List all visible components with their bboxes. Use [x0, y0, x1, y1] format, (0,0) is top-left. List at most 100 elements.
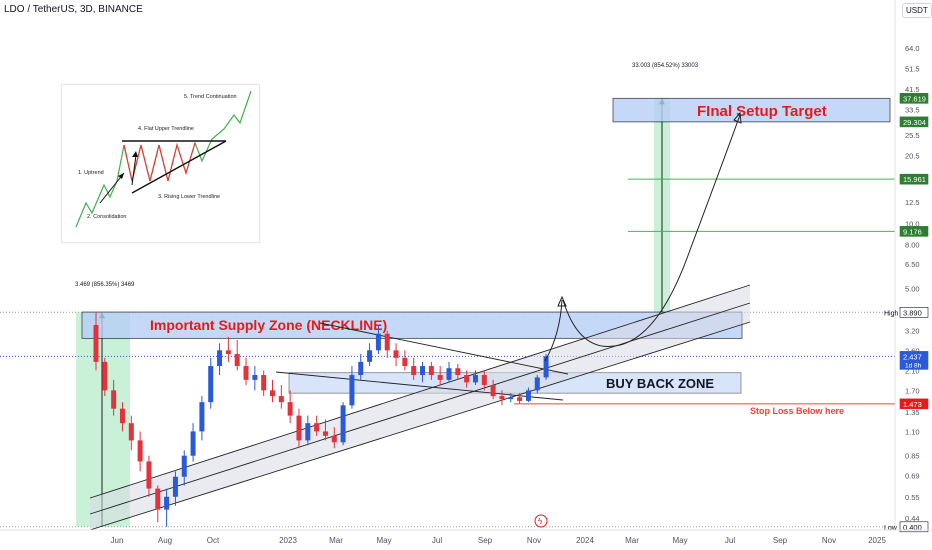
candle-body — [261, 375, 267, 391]
supply-zone-label: Important Supply Zone (NECKLINE) — [150, 317, 387, 333]
event-icon — [534, 514, 548, 528]
price-axis-bg — [895, 0, 932, 530]
candle-body — [119, 408, 125, 424]
time-tick: 2023 — [279, 536, 297, 545]
candle-body — [464, 375, 470, 383]
time-tick: Sep — [478, 536, 493, 545]
price-tick: 5.00 — [905, 285, 920, 294]
inset-label-uptrend: 1. Uptrend — [78, 170, 104, 176]
time-tick: Jul — [725, 536, 735, 545]
target-zone-label: FInal Setup Target — [697, 103, 827, 120]
lower-trendline — [275, 371, 564, 401]
price-label-box — [899, 306, 929, 318]
stop-loss-label: Stop Loss Below here — [750, 406, 844, 416]
candle-body — [278, 396, 284, 403]
price-tick: 51.5 — [905, 65, 920, 74]
inset-label-consolidation: 2. Consolidation — [87, 214, 126, 220]
time-tick: Mar — [329, 536, 343, 545]
candle-body — [172, 476, 178, 497]
candle-body — [287, 402, 293, 416]
candle-body — [225, 350, 231, 354]
candle-body — [428, 366, 434, 376]
event-icon-glyph: ϟ — [538, 517, 543, 526]
price-label-box — [899, 521, 929, 533]
candle-body — [481, 375, 487, 385]
price-label-box — [899, 226, 929, 237]
inset-label-trend-continuation: 5. Trend Continuation — [184, 94, 237, 100]
price-tick: 10.0 — [905, 219, 920, 228]
time-tick: 2024 — [576, 536, 594, 545]
price-label: 0.400 — [903, 523, 922, 532]
price-side-label: Low — [884, 525, 898, 532]
time-tick: Nov — [527, 536, 541, 545]
candle-body — [137, 440, 143, 462]
price-tick: 1.35 — [905, 408, 920, 417]
currency-badge[interactable]: USDT — [902, 3, 932, 18]
price-tick: 0.55 — [905, 493, 920, 502]
candle-body — [111, 390, 117, 409]
price-tick: 2.60 — [905, 346, 920, 355]
price-label-sub: 1d 8h — [905, 362, 922, 369]
candle-body — [455, 368, 461, 376]
price-tick: 12.5 — [905, 198, 920, 207]
candle-body — [420, 366, 426, 376]
price-tick: 0.85 — [905, 452, 920, 461]
price-label-box — [899, 398, 929, 410]
price-tick: 0.44 — [905, 514, 920, 523]
time-tick: Aug — [158, 536, 172, 545]
time-tick: Jul — [432, 536, 442, 545]
measure-label-left: 3.469 (856.35%) 3469 — [75, 282, 135, 288]
candle-body — [393, 350, 399, 358]
time-tick: Oct — [207, 536, 220, 545]
candle-body — [525, 390, 531, 401]
price-label-box — [899, 93, 929, 104]
channel-fill — [90, 285, 750, 530]
price-tick: 3.20 — [905, 327, 920, 336]
symbol-title[interactable]: LDO / TetherUS, 3D, BINANCE — [4, 4, 143, 15]
price-tick: 6.50 — [905, 260, 920, 269]
projection-arrowhead-2 — [733, 111, 742, 124]
pattern-inset-image: 5. Trend Continuation 4. Flat Upper Tren… — [61, 84, 260, 243]
candle-body — [411, 366, 417, 376]
candle-body — [543, 356, 549, 378]
price-label: 37.619 — [903, 94, 926, 103]
price-label: 3.890 — [903, 308, 922, 317]
inset-label-rising-lower: 3. Rising Lower Trendline — [158, 194, 220, 200]
candle-body — [296, 415, 302, 441]
candle-body — [340, 405, 346, 443]
price-tick: 1.70 — [905, 386, 920, 395]
price-label: 9.176 — [903, 227, 922, 236]
ascending-triangle-diagram: 5. Trend Continuation 4. Flat Upper Tren… — [75, 90, 252, 228]
target-zone — [612, 97, 891, 123]
candle-body — [437, 375, 443, 380]
candle-body — [499, 396, 505, 400]
candle-body — [102, 361, 108, 391]
price-label-box — [899, 116, 929, 128]
price-tick: 2.10 — [905, 366, 920, 375]
candle-body — [314, 423, 320, 432]
time-tick: Jun — [111, 536, 124, 545]
time-tick: Mar — [625, 536, 639, 545]
candle-body — [217, 350, 223, 367]
channel-line-2 — [89, 302, 751, 515]
time-tick: Sep — [773, 536, 788, 545]
price-tick: 41.5 — [905, 85, 920, 94]
price-label-box — [899, 173, 929, 185]
price-tick: 1.10 — [905, 427, 920, 436]
time-tick: May — [376, 536, 391, 545]
measure-label-right: 33.003 (854.52%) 33003 — [632, 63, 699, 69]
candle-body — [534, 377, 540, 391]
candle-body — [199, 402, 205, 432]
candle-body — [349, 375, 355, 406]
candle-body — [384, 333, 390, 351]
candle-body — [146, 461, 152, 489]
time-tick: May — [672, 536, 687, 545]
inset-label-flat-upper: 4. Flat Upper Trendline — [138, 126, 194, 132]
price-side-label: High — [884, 310, 899, 317]
candle-body — [164, 496, 170, 510]
candle-body — [243, 366, 249, 380]
time-tick: Nov — [822, 536, 836, 545]
channel-line-0 — [89, 284, 751, 499]
